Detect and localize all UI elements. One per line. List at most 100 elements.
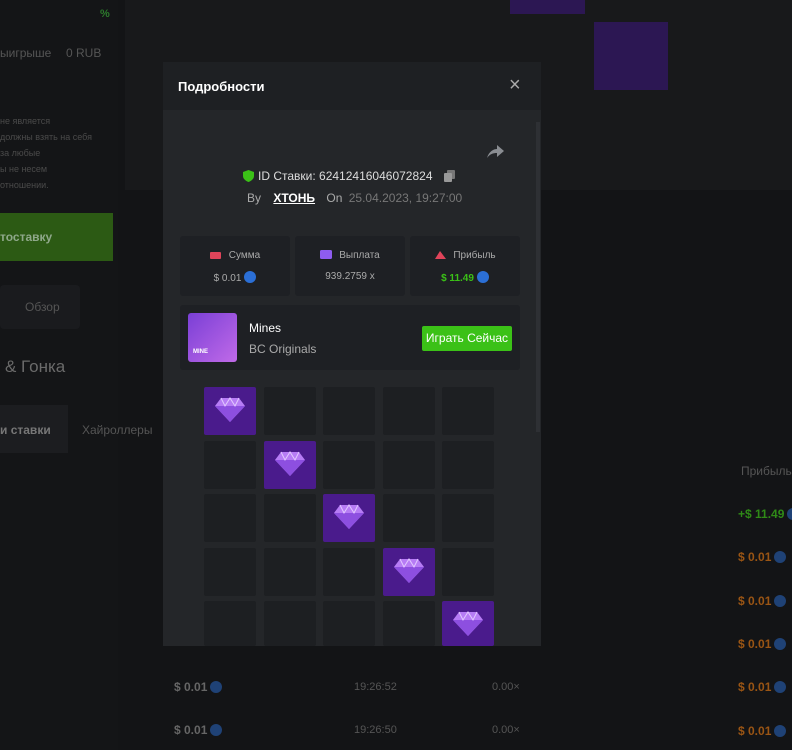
winnings-value: 0 RUB	[66, 46, 102, 60]
profit-value: $ 0.01	[738, 593, 772, 608]
bet-id-row: ID Ставки: 62412416046072824	[243, 169, 455, 183]
close-button[interactable]: ×	[509, 74, 521, 96]
row-payout: 0.00×	[492, 724, 520, 736]
stat-label: Прибыль	[453, 250, 496, 261]
coin-icon	[774, 724, 787, 737]
gem-cell	[382, 547, 435, 596]
share-icon[interactable]	[485, 144, 505, 160]
coin-icon	[774, 681, 787, 694]
stat-label: Сумма	[228, 250, 261, 261]
row-time: 19:26:52	[354, 681, 397, 693]
winnings-label: ыигрыше	[0, 46, 52, 60]
scrollbar	[536, 122, 540, 432]
disclaimer-line: ы не несем	[0, 164, 48, 174]
mine-cell	[382, 494, 435, 542]
game-name: Mines	[249, 321, 282, 335]
mine-cell	[263, 387, 316, 435]
row-time: 19:26:50	[354, 724, 397, 736]
profit-cell: $ 0.01	[738, 550, 787, 565]
mine-cell	[204, 440, 256, 489]
stat-icon	[209, 252, 221, 259]
profit-cell: $ 0.01	[738, 680, 787, 695]
row-payout: 0.00×	[492, 681, 520, 693]
profit-value: $ 0.01	[738, 550, 772, 565]
mine-cell	[442, 547, 494, 596]
mine-cell	[323, 547, 375, 596]
left-panel	[0, 0, 118, 750]
by-label: By	[247, 191, 262, 205]
row-amount: $ 0.01	[174, 723, 223, 737]
profit-value: $ 0.01	[738, 680, 772, 695]
mine-cell	[442, 494, 494, 542]
on-label: On	[326, 191, 343, 205]
stat-value: 939.2759 x	[325, 271, 375, 282]
modal-title: Подробности	[178, 79, 265, 94]
stat-amount: Сумма $ 0.01	[180, 236, 290, 296]
game-thumb[interactable]: MINE	[188, 313, 237, 362]
mine-cell	[204, 494, 256, 542]
profit-header: Прибыль	[741, 464, 792, 478]
gem-icon	[274, 450, 305, 476]
bet-id: ID Ставки: 62412416046072824	[258, 169, 433, 183]
profit-value: $ 0.01	[738, 636, 772, 651]
user-link[interactable]: ХТОНЬ	[273, 191, 316, 205]
banner-tile	[510, 0, 585, 14]
mine-cell	[382, 387, 435, 435]
profit-cell: +$ 11.49	[738, 507, 792, 521]
disclaimer: не является должны взять на себя за любы…	[0, 113, 92, 193]
stat-label: Выплата	[339, 250, 380, 261]
autobet-button[interactable]: тоставку	[0, 213, 113, 261]
coin-icon	[774, 637, 787, 650]
stat-payout: Выплата 939.2759 x	[295, 236, 405, 296]
mine-cell	[382, 440, 435, 489]
percent: %	[100, 8, 110, 20]
stat-icon	[435, 251, 447, 259]
gem-cell	[442, 601, 494, 646]
race-title: & Гонка	[5, 357, 66, 376]
gem-icon	[453, 611, 483, 636]
stat-label-row: Сумма	[180, 249, 290, 261]
profit-value: $ 0.01	[738, 723, 772, 738]
mine-cell	[323, 387, 375, 435]
stat-value: $ 11.49	[441, 273, 474, 284]
stat-value: $ 0.01	[213, 273, 242, 284]
mine-cell	[204, 601, 256, 646]
gem-cell	[323, 494, 375, 542]
thumb-label: MINE	[193, 349, 208, 355]
game-provider: BC Originals	[249, 342, 317, 356]
stat-label-row: Прибыль	[410, 249, 520, 261]
gem-icon	[334, 504, 364, 529]
profit-cell: $ 0.01	[738, 593, 787, 608]
stat-icon	[320, 250, 333, 259]
mine-cell	[382, 601, 435, 646]
mine-cell	[323, 440, 375, 489]
copy-icon[interactable]	[443, 170, 455, 182]
date: 25.04.2023, 19:27:00	[348, 191, 463, 205]
mine-cell	[263, 547, 316, 596]
highrollers-tab[interactable]: Хайроллеры	[82, 423, 153, 437]
disclaimer-line: отношении.	[0, 180, 49, 190]
stat-label-row: Выплата	[295, 249, 405, 261]
banner-tile	[594, 22, 668, 90]
stat-value-row: $ 0.01	[180, 271, 290, 284]
stat-profit: Прибыль $ 11.49	[410, 236, 520, 296]
coin-icon	[774, 594, 787, 607]
mine-cell	[263, 601, 316, 646]
profit-value: +$ 11.49	[738, 507, 785, 521]
modal-header	[163, 62, 541, 110]
gem-cell	[263, 440, 316, 489]
tab-bg	[0, 405, 68, 453]
overview-tab[interactable]: Обзор	[25, 300, 60, 314]
mine-cell	[204, 547, 256, 596]
mine-cell	[323, 601, 375, 646]
play-button[interactable]: Играть Сейчас	[422, 326, 512, 351]
shield-icon	[243, 170, 254, 182]
mine-cell	[263, 494, 316, 542]
mine-cell	[442, 387, 494, 435]
row-amount: $ 0.01	[174, 680, 223, 694]
coin-icon	[787, 508, 792, 520]
tab-bg	[0, 285, 80, 329]
by-row: By ХТОНЬ On 25.04.2023, 19:27:00	[247, 191, 462, 205]
bets-tab[interactable]: и ставки	[0, 423, 51, 437]
